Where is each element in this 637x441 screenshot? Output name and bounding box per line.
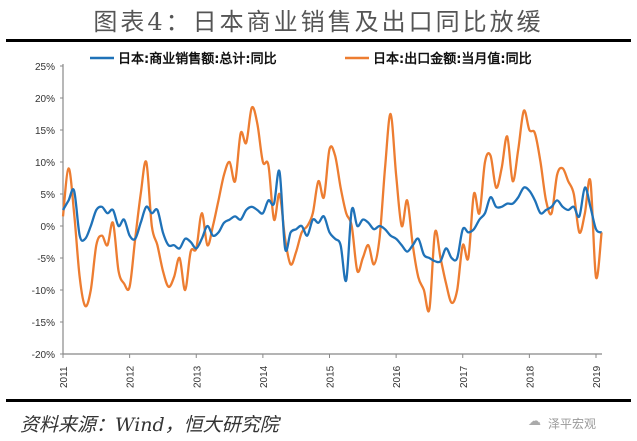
y-tick-label: -10%	[32, 286, 55, 297]
x-tick-label: 2016	[392, 365, 403, 388]
y-tick-label: 15%	[35, 126, 55, 137]
series-line-exports	[61, 105, 603, 313]
y-tick-label: 10%	[35, 158, 55, 169]
y-tick-label: 0%	[41, 222, 56, 233]
y-tick-label: -20%	[32, 350, 55, 361]
y-tick-label: -5%	[37, 254, 55, 265]
x-tick-label: 2014	[259, 365, 270, 388]
x-tick-label: 2012	[126, 365, 137, 388]
wechat-icon: ☁	[528, 414, 541, 429]
x-tick-label: 2011	[59, 366, 70, 388]
x-tick-label: 2019	[592, 365, 603, 388]
y-tick-label: -15%	[32, 318, 55, 329]
chart-title: 图表4：日本商业销售及出口同比放缓	[93, 8, 544, 36]
bottom-rule	[6, 399, 631, 402]
legend-label: 日本:商业销售额:总计:同比	[118, 51, 277, 67]
series-line-commercial-sales	[61, 169, 603, 283]
legend-label: 日本:出口金额:当月值:同比	[373, 51, 532, 67]
y-tick-label: 25%	[35, 62, 55, 73]
top-rule	[6, 39, 631, 42]
y-tick-label: 20%	[35, 94, 55, 105]
chart-canvas: -20% -15% -10% -5% 0% 5% 10% 15% 20% 25% 2011 2012 2…	[32, 51, 603, 388]
x-tick-label: 2017	[459, 365, 470, 388]
x-tick-label: 2015	[326, 365, 337, 388]
watermark: 泽平宏观	[548, 417, 597, 431]
source-note: 资料来源：Wind，恒大研究院	[20, 414, 279, 436]
x-tick-label: 2018	[525, 365, 536, 388]
x-tick-label: 2013	[192, 365, 203, 388]
y-tick-label: 5%	[41, 190, 56, 201]
